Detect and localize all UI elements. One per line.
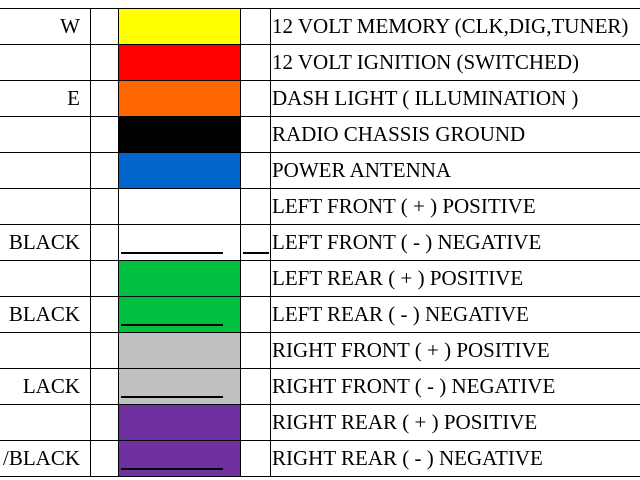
row-line	[0, 332, 640, 333]
column-line	[240, 8, 241, 476]
row-line	[0, 80, 640, 81]
wire-function: POWER ANTENNA	[272, 158, 452, 182]
wire-code: LACK	[22, 374, 80, 398]
row-line	[0, 296, 640, 297]
color-swatch	[118, 116, 240, 152]
color-swatch	[118, 368, 240, 404]
row-line	[0, 404, 640, 405]
column-line	[270, 8, 271, 476]
wire-function: RADIO CHASSIS GROUND	[272, 122, 526, 146]
wire-function: RIGHT FRONT ( + ) POSITIVE	[272, 338, 550, 362]
color-swatch	[118, 188, 240, 224]
wire-function: LEFT REAR ( + ) POSITIVE	[272, 266, 524, 290]
wire-function: LEFT FRONT ( - ) NEGATIVE	[272, 230, 542, 254]
wire-function: RIGHT FRONT ( - ) NEGATIVE	[272, 374, 556, 398]
row-line	[0, 260, 640, 261]
wire-function: RIGHT REAR ( - ) NEGATIVE	[272, 446, 543, 470]
wire-code: BLACK	[8, 230, 80, 254]
wire-function: DASH LIGHT ( ILLUMINATION )	[272, 86, 579, 110]
color-swatch	[118, 332, 240, 368]
row-line	[0, 152, 640, 153]
color-swatch	[118, 224, 240, 260]
wire-code: BLACK	[8, 302, 80, 326]
wire-code: W	[60, 14, 80, 38]
wire-code: E	[67, 86, 80, 110]
color-swatch	[118, 44, 240, 80]
color-swatch	[118, 296, 240, 332]
row-line	[0, 476, 640, 477]
color-swatch	[118, 440, 240, 476]
stripe	[121, 252, 223, 254]
wire-code: /BLACK	[2, 446, 80, 470]
wire-function: LEFT REAR ( - ) NEGATIVE	[272, 302, 529, 326]
color-swatch	[118, 152, 240, 188]
row-line	[0, 116, 640, 117]
row-line	[0, 440, 640, 441]
wire-function: 12 VOLT MEMORY (CLK,DIG,TUNER)	[272, 14, 629, 38]
row-line	[0, 44, 640, 45]
color-swatch	[118, 80, 240, 116]
wire-function: RIGHT REAR ( + ) POSITIVE	[272, 410, 538, 434]
column-line	[118, 8, 119, 476]
column-line	[90, 8, 91, 476]
color-swatch	[118, 260, 240, 296]
stripe	[121, 324, 223, 326]
stripe	[121, 468, 223, 470]
wire-function: LEFT FRONT ( + ) POSITIVE	[272, 194, 536, 218]
color-swatch	[118, 404, 240, 440]
wire-function: 12 VOLT IGNITION (SWITCHED)	[272, 50, 579, 74]
row-line	[0, 188, 640, 189]
row-line	[0, 224, 640, 225]
stripe	[243, 252, 269, 254]
row-line	[0, 368, 640, 369]
color-swatch	[118, 8, 240, 44]
stripe	[121, 396, 223, 398]
row-line	[0, 8, 640, 9]
